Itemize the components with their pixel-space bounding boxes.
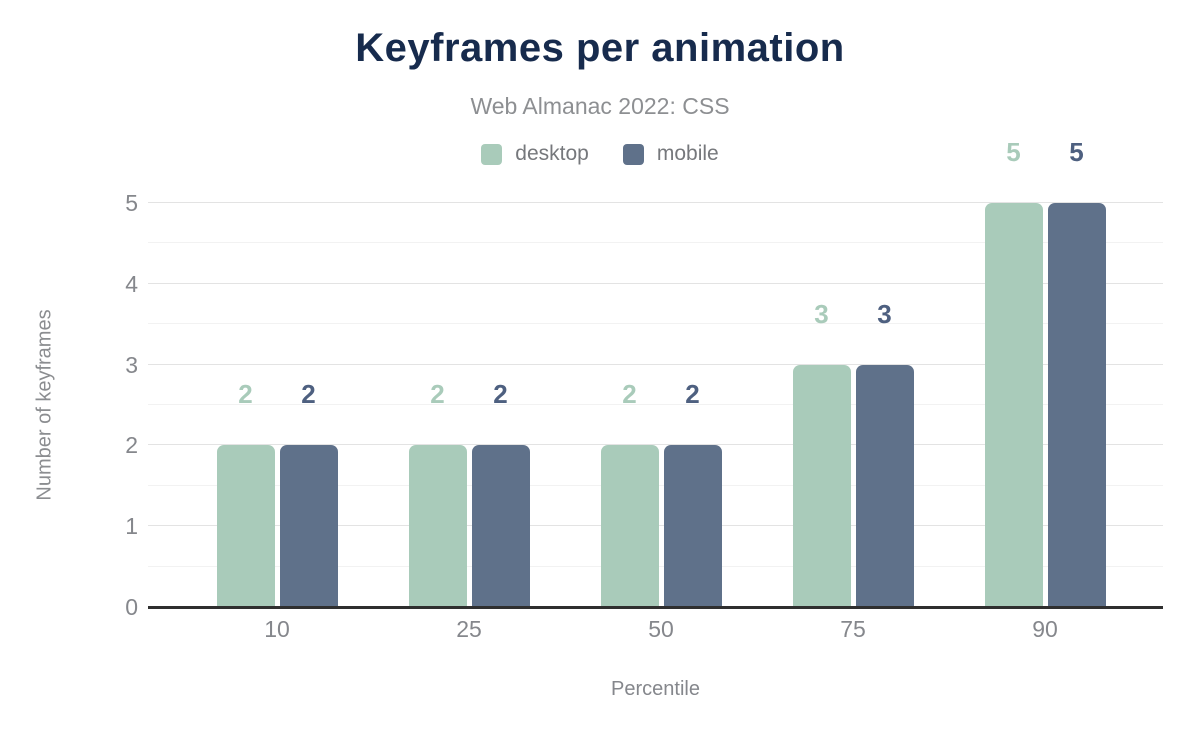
y-tick-3: 3 xyxy=(125,351,138,378)
legend: desktop mobile xyxy=(0,142,1200,166)
gridline-y-5 xyxy=(148,202,1163,203)
bar-value-desktop-p25: 2 xyxy=(430,379,445,410)
x-tick-90: 90 xyxy=(1032,616,1058,642)
chart-title: Keyframes per animation xyxy=(355,26,845,70)
y-axis-title: Number of keyframes xyxy=(33,309,56,501)
gridline-y-4.5 xyxy=(148,242,1163,244)
bar-mobile-p75[interactable] xyxy=(855,364,914,607)
x-tick-25: 25 xyxy=(456,616,482,642)
y-tick-4: 4 xyxy=(125,270,138,297)
gridline-y-3 xyxy=(148,363,1163,365)
bar-desktop-p50[interactable] xyxy=(600,445,659,607)
y-tick-5: 5 xyxy=(125,190,138,216)
gridline-y-3.5 xyxy=(148,323,1163,325)
desktop-swatch xyxy=(481,143,503,165)
bar-mobile-p50[interactable] xyxy=(663,445,722,607)
y-tick-1: 1 xyxy=(125,513,138,540)
gridline-y-2.5 xyxy=(148,404,1163,405)
bar-value-mobile-p10: 2 xyxy=(301,379,316,410)
bar-value-desktop-p50: 2 xyxy=(622,379,637,410)
legend-label-desktop: desktop xyxy=(515,142,589,165)
plot-area: 2 2 2 2 2 2 3 3 5 5 xyxy=(148,139,1163,609)
bar-value-mobile-p50: 2 xyxy=(685,379,700,410)
bar-mobile-p25[interactable] xyxy=(471,445,530,607)
chart-subtitle: Web Almanac 2022: CSS xyxy=(470,93,730,119)
x-axis-line xyxy=(148,606,1163,609)
legend-label-mobile: mobile xyxy=(656,142,719,165)
x-axis-title: Percentile xyxy=(611,678,700,700)
x-tick-50: 50 xyxy=(648,616,674,642)
x-tick-10: 10 xyxy=(264,616,290,642)
bar-value-mobile-p75: 3 xyxy=(877,298,892,329)
mobile-swatch xyxy=(622,143,644,165)
bar-value-desktop-p90: 5 xyxy=(1006,137,1021,167)
bar-mobile-p90[interactable] xyxy=(1047,203,1106,607)
bar-mobile-p10[interactable] xyxy=(279,445,338,607)
gridline-y-2 xyxy=(148,444,1163,446)
bar-value-desktop-p10: 2 xyxy=(238,379,253,410)
legend-item-mobile[interactable]: mobile xyxy=(622,142,719,166)
bar-desktop-p75[interactable] xyxy=(792,364,851,607)
bar-desktop-p25[interactable] xyxy=(408,445,467,607)
bar-value-mobile-p25: 2 xyxy=(493,379,508,410)
y-tick-0: 0 xyxy=(125,594,138,620)
bar-value-mobile-p90: 5 xyxy=(1069,137,1084,167)
bar-value-desktop-p75: 3 xyxy=(814,298,829,329)
bar-desktop-p90[interactable] xyxy=(984,203,1043,607)
x-tick-75: 75 xyxy=(840,616,866,642)
gridline-y-4 xyxy=(148,282,1163,284)
bar-desktop-p10[interactable] xyxy=(216,445,275,607)
y-tick-2: 2 xyxy=(125,432,138,459)
legend-item-desktop[interactable]: desktop xyxy=(481,142,589,166)
